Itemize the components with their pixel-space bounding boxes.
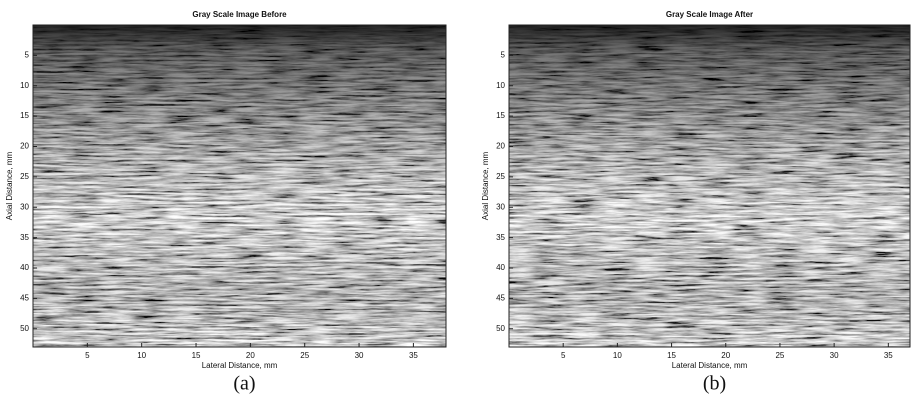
axes-frame (32, 24, 447, 348)
y-tick-label: 50 (20, 324, 29, 333)
x-tick-label: 5 (85, 351, 90, 360)
x-tick-label: 10 (613, 351, 622, 360)
caption: (a) (233, 373, 255, 395)
x-tick-label: 15 (192, 351, 201, 360)
y-tick-label: 10 (20, 81, 29, 90)
y-tick-label: 45 (496, 294, 505, 303)
image-shading (509, 25, 910, 347)
x-axis-label: Lateral Distance, mm (672, 361, 748, 370)
y-tick-label: 15 (496, 111, 505, 120)
y-tick-label: 5 (501, 50, 506, 59)
y-tick-label: 20 (20, 142, 29, 151)
y-tick-label: 25 (20, 172, 29, 181)
y-tick-label: 40 (496, 263, 505, 272)
x-tick-label: 30 (355, 351, 364, 360)
x-tick-label: 35 (409, 351, 418, 360)
y-tick-label: 10 (496, 81, 505, 90)
caption: (b) (703, 373, 726, 395)
x-tick-label: 10 (137, 351, 146, 360)
chart-title: Gray Scale Image After (666, 10, 753, 19)
image-shading (33, 25, 446, 347)
y-tick-label: 35 (496, 233, 505, 242)
x-tick-label: 20 (721, 351, 730, 360)
y-tick-label: 35 (20, 233, 29, 242)
x-tick-label: 20 (246, 351, 255, 360)
y-tick-label: 20 (496, 142, 505, 151)
axes-frame (508, 24, 911, 348)
y-tick-label: 45 (20, 294, 29, 303)
x-axis-label: Lateral Distance, mm (202, 361, 278, 370)
x-tick-label: 25 (775, 351, 784, 360)
y-axis-label: Axial Distance, mm (481, 151, 490, 220)
x-tick-label: 15 (667, 351, 676, 360)
y-tick-label: 15 (20, 111, 29, 120)
x-tick-label: 35 (884, 351, 893, 360)
x-tick-label: 30 (830, 351, 839, 360)
y-tick-label: 50 (496, 324, 505, 333)
y-tick-label: 30 (20, 202, 29, 211)
chart-title: Gray Scale Image Before (192, 10, 287, 19)
y-tick-label: 40 (20, 263, 29, 272)
y-tick-label: 30 (496, 202, 505, 211)
x-tick-label: 5 (561, 351, 566, 360)
y-axis-label: Axial Distance, mm (5, 151, 14, 220)
y-tick-label: 5 (25, 50, 30, 59)
x-tick-label: 25 (300, 351, 309, 360)
y-tick-label: 25 (496, 172, 505, 181)
